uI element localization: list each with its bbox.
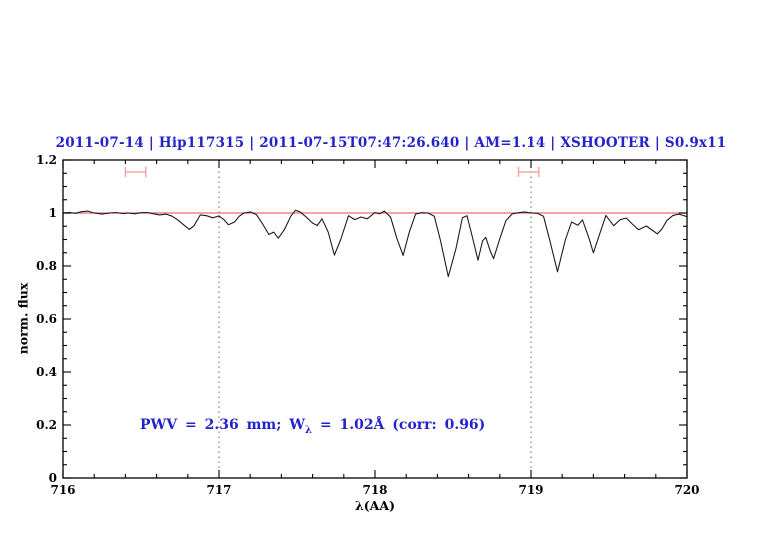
svg-text:718: 718 xyxy=(362,483,387,497)
svg-text:720: 720 xyxy=(674,483,699,497)
svg-text:0.6: 0.6 xyxy=(36,312,57,326)
x-axis-label: λ(AA) xyxy=(355,498,395,513)
svg-text:719: 719 xyxy=(518,483,543,497)
spectrum-line xyxy=(62,209,688,278)
tick-label-group: 716 717 718 719 720 0 0.2 0.4 0.6 0.8 1 1.2 xyxy=(36,153,699,497)
svg-text:0.8: 0.8 xyxy=(36,259,57,273)
pwv-annotation-suffix: = 1.02Å (corr: 0.96) xyxy=(311,417,486,433)
svg-text:1.2: 1.2 xyxy=(36,153,57,167)
svg-text:1: 1 xyxy=(49,206,57,220)
pwv-annotation-lambda-subscript: λ xyxy=(304,424,312,436)
plot-title: 2011-07-14 | Hip117315 | 2011-07-15T07:4… xyxy=(55,135,727,151)
pwv-annotation-prefix: PWV = 2.36 mm; W xyxy=(140,417,305,433)
svg-text:716: 716 xyxy=(50,483,75,497)
axis-tick-group xyxy=(62,159,688,479)
svg-text:0: 0 xyxy=(49,471,57,485)
y-axis-label: norm. flux xyxy=(15,282,31,355)
svg-text:0.4: 0.4 xyxy=(36,365,57,379)
svg-text:0.2: 0.2 xyxy=(36,418,57,432)
pwv-annotation: PWV = 2.36 mm; Wλ = 1.02Å (corr: 0.96) xyxy=(140,417,485,436)
band-marker-group xyxy=(124,166,540,177)
svg-text:717: 717 xyxy=(206,483,231,497)
